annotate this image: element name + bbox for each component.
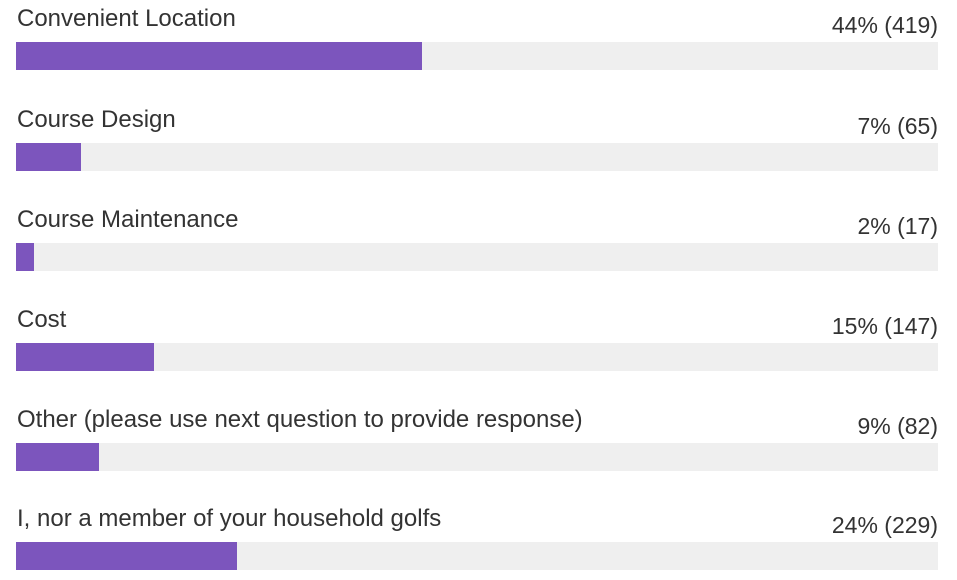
value-label: 44% (419) [831,12,938,38]
result-row-cost: Cost 15% (147) [16,301,938,381]
bar-track [16,343,938,371]
result-row-course-maintenance: Course Maintenance 2% (17) [16,201,938,281]
bar-fill [16,143,81,171]
value-label: 15% (147) [831,313,938,339]
category-label: Course Design [17,106,176,133]
bar-track [16,542,938,570]
bar-track [16,443,938,471]
bar-fill [16,243,35,271]
bar-fill [16,542,238,570]
category-label: Other (please use next question to provi… [17,406,583,433]
category-label: Convenient Location [17,5,236,32]
bar-track [16,243,938,271]
category-label: Cost [17,306,67,333]
result-row-course-design: Course Design 7% (65) [16,101,938,181]
value-label: 2% (17) [857,213,938,239]
result-row-no-golfers: I, nor a member of your household golfs … [16,500,938,580]
bar-track [16,42,938,70]
bar-fill [16,443,99,471]
bar-fill [16,42,422,70]
value-label: 24% (229) [831,512,938,538]
category-label: Course Maintenance [17,206,239,233]
result-row-convenient-location: Convenient Location 44% (419) [16,0,938,80]
value-label: 7% (65) [857,113,938,139]
bar-track [16,143,938,171]
category-label: I, nor a member of your household golfs [17,505,442,532]
value-label: 9% (82) [857,413,938,439]
bar-fill [16,343,155,371]
result-row-other: Other (please use next question to provi… [16,401,938,481]
